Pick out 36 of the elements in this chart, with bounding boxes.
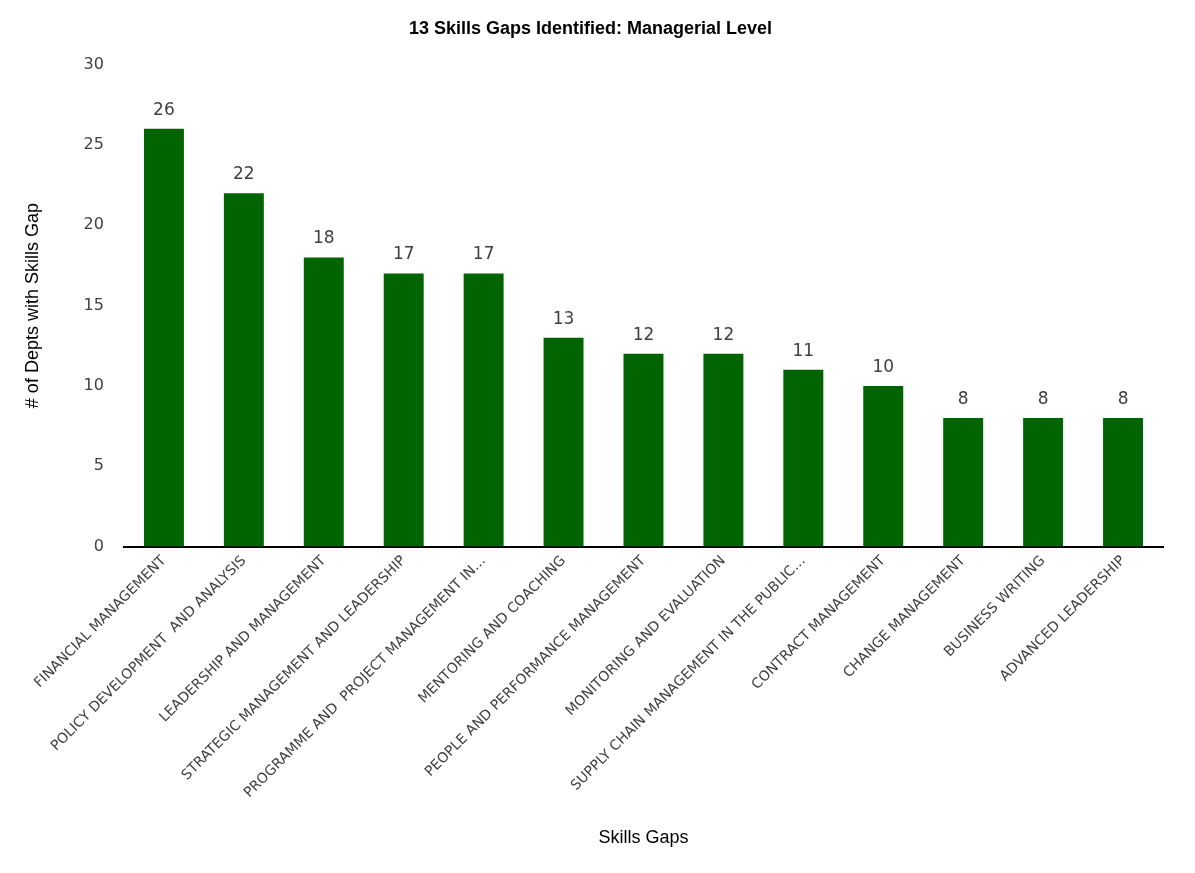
x-axis-title: Skills Gaps: [598, 827, 689, 848]
data-label: 10: [872, 355, 895, 376]
data-label: 8: [1117, 387, 1129, 408]
y-tick-label: 0: [93, 535, 104, 555]
y-tick-label: 10: [83, 375, 104, 395]
data-label: 8: [1037, 387, 1049, 408]
bar: [383, 273, 424, 547]
bar: [783, 369, 824, 547]
bar: [1023, 418, 1064, 547]
bar: [463, 273, 504, 547]
data-label: 17: [472, 243, 495, 264]
bar: [143, 128, 184, 547]
y-axis-title: # of Depts with Skills Gap: [21, 203, 42, 409]
data-label: 8: [957, 387, 969, 408]
bar: [703, 353, 744, 547]
data-label: 11: [792, 339, 815, 360]
bar: [623, 353, 664, 547]
data-label: 13: [552, 307, 575, 328]
data-label: 17: [392, 243, 415, 264]
bar: [1103, 418, 1144, 547]
data-label: 12: [632, 323, 655, 344]
bar: [303, 257, 344, 547]
data-label: 18: [312, 227, 335, 248]
data-label: 12: [712, 323, 735, 344]
bar: [863, 385, 904, 547]
bar: [543, 337, 584, 547]
data-label: 26: [153, 98, 175, 119]
y-tick-label: 20: [83, 214, 104, 234]
chart-title: 13 Skills Gaps Identified: Managerial Level: [408, 17, 773, 38]
y-tick-label: 30: [83, 53, 104, 73]
bar: [943, 418, 984, 547]
y-tick-label: 25: [83, 134, 104, 154]
bar: [223, 193, 264, 547]
data-label: 22: [233, 163, 255, 184]
y-tick-label: 5: [93, 455, 104, 475]
y-tick-label: 15: [83, 294, 104, 314]
